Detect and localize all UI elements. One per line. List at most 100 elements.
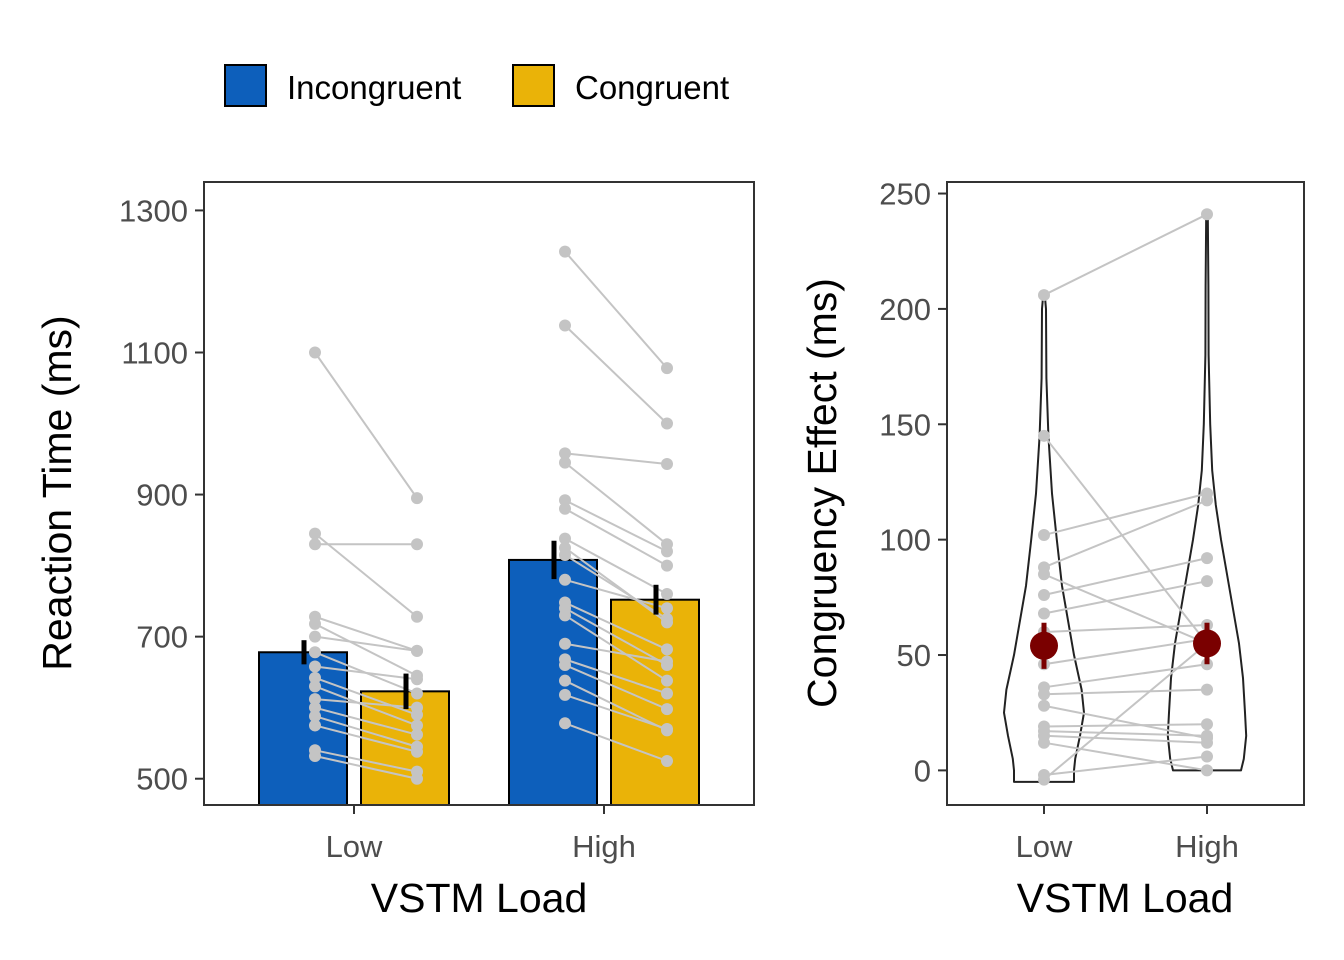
- reaction-time-marks: [258, 245, 700, 806]
- y-tick-label-200: 200: [879, 292, 931, 327]
- left-x-axis-title: VSTM Load: [371, 875, 588, 921]
- subject-point-high-5: [1201, 552, 1213, 565]
- subject-point-high-incongruent-12: [559, 609, 571, 622]
- subject-point-high-incongruent-9: [559, 573, 571, 586]
- subject-point-low-15: [1038, 736, 1050, 749]
- mean-point-low: [1030, 631, 1058, 660]
- subject-point-high-15: [1201, 764, 1213, 777]
- subject-point-high-0: [1201, 208, 1213, 221]
- left-panel-border: [203, 181, 755, 806]
- subject-point-high-incongruent-3: [559, 456, 571, 469]
- subject-point-low-incongruent-10: [309, 693, 321, 706]
- subject-line-8: [1043, 637, 1208, 666]
- subject-point-low-1: [1038, 429, 1050, 442]
- subject-point-high-incongruent-2: [559, 447, 571, 460]
- subject-point-low-incongruent-9: [309, 680, 321, 693]
- subject-point-low-10: [1038, 688, 1050, 701]
- subject-line-9: [1043, 663, 1208, 689]
- subject-line-6: [1043, 580, 1208, 615]
- subject-line-low-4: [314, 622, 418, 677]
- x-tick-label-high: High: [572, 829, 636, 864]
- subject-line-low-0: [314, 351, 418, 499]
- subject-line-15: [1043, 741, 1208, 772]
- y-tick-label-900: 900: [136, 478, 188, 513]
- subject-line-16: [1043, 755, 1208, 776]
- y-tick-label-150: 150: [879, 407, 931, 442]
- subject-line-low-9: [314, 685, 418, 727]
- subject-point-high-congruent-14: [661, 687, 673, 700]
- reaction-time-bar-chart: Low High 500 700 900 1100 1300 VSTM Load React…: [34, 181, 755, 921]
- congruency-effect-axes: Low High 0 50 100 150 200 250: [879, 177, 1239, 864]
- subject-point-high-incongruent-16: [559, 674, 571, 687]
- subject-line-low-5: [314, 635, 418, 652]
- subject-point-high-14: [1201, 736, 1213, 749]
- mean-point-high: [1193, 629, 1221, 658]
- subject-point-high-incongruent-6: [559, 532, 571, 545]
- y-tick-label-700: 700: [136, 620, 188, 655]
- subject-line-0: [1043, 213, 1208, 296]
- x-tick-label-high: High: [1175, 829, 1239, 864]
- subject-point-high-incongruent-13: [559, 637, 571, 650]
- subject-line-12: [1043, 723, 1208, 728]
- subject-line-high-13: [564, 642, 668, 663]
- y-tick-label-100: 100: [879, 523, 931, 558]
- legend-label-incongruent: Incongruent: [287, 69, 461, 106]
- subject-line-high-16: [564, 679, 668, 732]
- right-panel-border: [946, 181, 1305, 806]
- subject-point-low-incongruent-4: [309, 617, 321, 630]
- subject-line-13: [1043, 730, 1208, 737]
- subject-line-high-15: [564, 664, 668, 711]
- subject-line-high-6: [564, 537, 668, 595]
- subject-line-high-14: [564, 658, 668, 695]
- subject-line-4: [1043, 573, 1208, 645]
- subject-point-high-incongruent-8: [559, 548, 571, 561]
- subject-line-11: [1043, 704, 1208, 740]
- subject-point-high-incongruent-15: [559, 659, 571, 672]
- subject-point-low-incongruent-1: [309, 527, 321, 540]
- bar-low-incongruent: [258, 651, 348, 806]
- y-tick-label-1100: 1100: [121, 335, 188, 370]
- y-tick-label-0: 0: [914, 753, 931, 788]
- subject-point-high-12: [1201, 718, 1213, 731]
- subject-point-high-10: [1201, 683, 1213, 696]
- y-tick-label-1300: 1300: [119, 193, 188, 228]
- subject-point-low-congruent-15: [411, 772, 423, 785]
- subject-line-high-8: [564, 554, 668, 620]
- subject-point-high-congruent-8: [661, 612, 673, 625]
- subject-point-high-congruent-4: [661, 545, 673, 558]
- subject-point-low-congruent-0: [411, 492, 423, 505]
- y-tick-label-500: 500: [136, 762, 188, 797]
- subject-point-high-incongruent-5: [559, 502, 571, 515]
- subject-point-low-4: [1038, 568, 1050, 581]
- subject-point-low-congruent-1: [411, 610, 423, 623]
- subject-point-high-3: [1201, 494, 1213, 507]
- subject-point-low-congruent-13: [411, 745, 423, 758]
- subject-point-high-congruent-5: [661, 559, 673, 572]
- right-y-axis-title: Congruency Effect (ms): [799, 278, 845, 708]
- subject-point-low-incongruent-12: [309, 710, 321, 723]
- bar-high-incongruent: [508, 558, 598, 806]
- subject-line-2: [1043, 492, 1208, 537]
- subject-line-low-7: [314, 665, 418, 681]
- x-tick-label-low: Low: [326, 829, 383, 864]
- bar-high-congruent: [610, 598, 700, 806]
- subject-point-high-incongruent-17: [559, 688, 571, 701]
- subject-point-low-6: [1038, 607, 1050, 620]
- subject-point-low-congruent-7: [411, 673, 423, 686]
- subject-line-low-13: [314, 724, 418, 753]
- subject-line-17: [1043, 642, 1208, 781]
- subject-point-high-congruent-13: [661, 655, 673, 668]
- right-x-axis-title: VSTM Load: [1017, 875, 1234, 921]
- subject-point-low-incongruent-2: [309, 538, 321, 551]
- subject-point-high-incongruent-4: [559, 494, 571, 507]
- subject-point-low-congruent-2: [411, 538, 423, 551]
- subject-line-high-11: [564, 607, 668, 666]
- subject-line-high-4: [564, 499, 668, 553]
- subject-line-10: [1043, 688, 1208, 696]
- subject-point-high-6: [1201, 575, 1213, 588]
- subject-point-low-incongruent-6: [309, 646, 321, 659]
- subject-point-low-5: [1038, 589, 1050, 602]
- subject-line-1: [1043, 435, 1208, 645]
- y-tick-label-250: 250: [879, 177, 931, 212]
